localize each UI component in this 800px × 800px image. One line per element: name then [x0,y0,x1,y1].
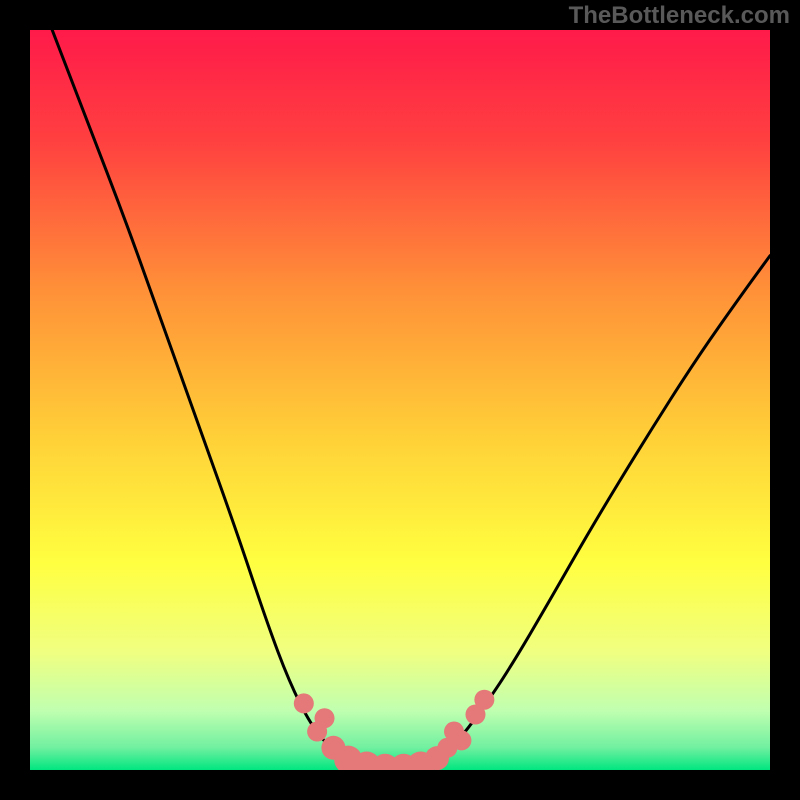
bottleneck-chart [30,30,770,770]
data-marker [474,690,494,710]
data-marker [451,730,471,750]
watermark-text: TheBottleneck.com [569,2,790,30]
chart-container [30,30,770,770]
chart-background [30,30,770,770]
data-marker [315,708,335,728]
data-marker [294,693,314,713]
